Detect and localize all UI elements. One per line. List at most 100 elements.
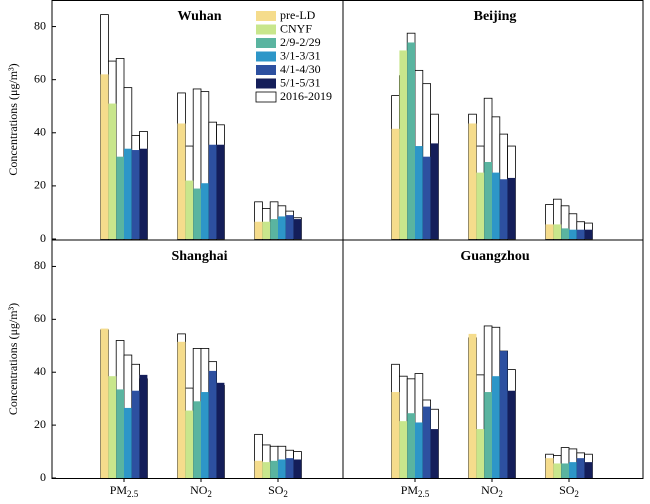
panel-title: Wuhan [177,9,221,24]
y-tick-label: 40 [34,364,46,378]
bar [108,376,117,478]
bar [278,459,286,478]
y-tick-label: 20 [34,178,46,192]
panel-title: Shanghai [171,249,227,264]
x-tick-label: SO2 [559,483,579,499]
y-axis-label: Concentrations (μg/m³) [6,63,20,175]
legend-label: 2016-2019 [280,89,332,103]
y-tick-label: 60 [34,311,46,325]
legend-swatch [255,91,277,103]
legend-label: 3/1-3/31 [280,48,321,62]
bar [399,50,408,240]
bar [430,143,439,239]
bar [484,161,492,239]
bar [185,180,194,239]
bar [216,382,225,478]
bar [131,150,140,239]
bar [208,370,217,478]
bar [576,229,585,239]
bar [561,228,569,239]
y-tick-label: 80 [34,258,46,272]
bar [254,221,263,239]
legend-swatch [256,11,276,21]
y-tick-label: 80 [34,18,46,32]
bar [407,42,415,239]
bar [507,390,516,478]
y-axis-label: Concentrations (μg/m³) [6,303,20,415]
bar [391,392,400,478]
legend-swatch [256,65,276,75]
bar [415,422,423,478]
bar [499,351,508,478]
x-tick-label: SO2 [268,483,288,499]
bar [116,156,124,239]
bar [468,123,477,239]
bar [553,463,562,478]
bar [545,224,554,239]
bar [100,328,109,478]
bar [285,458,294,478]
bar [177,341,186,478]
bar [124,148,132,239]
legend-swatch [256,51,276,62]
bar [476,429,485,478]
legend-swatch [256,24,276,35]
bar [262,462,271,478]
bar [278,216,286,239]
bar [468,333,477,478]
bar [177,123,186,239]
bar [422,156,431,239]
bar [108,103,117,239]
bar [584,462,593,478]
bar [270,219,278,239]
bar [422,406,431,478]
bar [131,390,140,478]
y-tick-label: 0 [40,231,46,245]
y-tick-label: 40 [34,125,46,139]
bar [100,74,109,239]
x-tick-label: NO2 [481,483,503,499]
bar [576,458,585,478]
bar [262,221,271,239]
bar [208,144,217,239]
legend-swatch [256,38,276,48]
bar [569,462,577,478]
y-tick-label: 0 [40,470,46,484]
bar [201,183,209,239]
legend-label: pre-LD [280,8,316,22]
bar [507,177,516,239]
bar [116,389,124,478]
bar [484,392,492,478]
bar [569,229,577,239]
y-tick-label: 20 [34,417,46,431]
legend-label: 2/9-2/29 [280,35,321,49]
x-tick-label: NO2 [190,483,212,499]
bar [139,374,148,478]
legend-label: CNYF [280,21,312,35]
bar [193,401,201,478]
bar [185,410,194,478]
bar [545,458,554,478]
bar [584,229,593,239]
bar [415,146,423,239]
bar [492,172,500,239]
bar [270,460,278,478]
bar [391,128,400,239]
x-tick-label: PM2.5 [401,483,430,499]
bar [399,421,408,478]
bar [254,460,263,478]
panel-title: Guangzhou [460,249,529,264]
legend-label: 4/1-4/30 [280,62,321,76]
bar [561,463,569,478]
bar [553,224,562,239]
bar [139,148,148,239]
bar [476,172,485,239]
bar [293,219,302,239]
bar [492,376,500,478]
legend-label: 5/1-5/31 [280,75,321,89]
bar [201,392,209,478]
panel-title: Beijing [474,9,517,24]
x-tick-label: PM2.5 [110,483,139,499]
bar [216,144,225,239]
bar [499,179,508,239]
